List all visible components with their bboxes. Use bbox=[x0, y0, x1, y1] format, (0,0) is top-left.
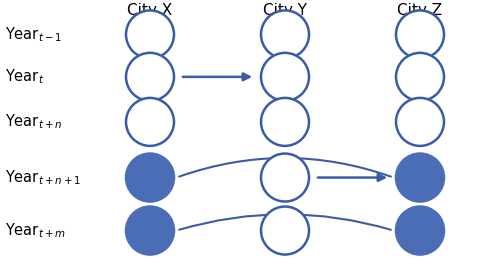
Ellipse shape bbox=[261, 53, 309, 101]
Text: Year$_{t+n}$: Year$_{t+n}$ bbox=[5, 113, 62, 131]
Text: Year$_{t+n+1}$: Year$_{t+n+1}$ bbox=[5, 168, 81, 187]
Ellipse shape bbox=[126, 206, 174, 255]
Text: City Z: City Z bbox=[398, 3, 442, 18]
Ellipse shape bbox=[126, 10, 174, 59]
FancyArrowPatch shape bbox=[179, 158, 391, 176]
Text: Year$_{t-1}$: Year$_{t-1}$ bbox=[5, 25, 62, 44]
Ellipse shape bbox=[261, 153, 309, 202]
Ellipse shape bbox=[126, 98, 174, 146]
Text: City X: City X bbox=[128, 3, 172, 18]
Ellipse shape bbox=[261, 98, 309, 146]
Ellipse shape bbox=[396, 153, 444, 202]
Ellipse shape bbox=[261, 206, 309, 255]
Ellipse shape bbox=[261, 10, 309, 59]
Ellipse shape bbox=[126, 153, 174, 202]
Ellipse shape bbox=[396, 206, 444, 255]
FancyArrowPatch shape bbox=[179, 214, 391, 230]
Ellipse shape bbox=[396, 98, 444, 146]
Text: Year$_{t+m}$: Year$_{t+m}$ bbox=[5, 221, 66, 240]
Text: Year$_t$: Year$_t$ bbox=[5, 68, 44, 86]
Ellipse shape bbox=[396, 53, 444, 101]
Text: City Y: City Y bbox=[263, 3, 307, 18]
Ellipse shape bbox=[126, 53, 174, 101]
Ellipse shape bbox=[396, 10, 444, 59]
